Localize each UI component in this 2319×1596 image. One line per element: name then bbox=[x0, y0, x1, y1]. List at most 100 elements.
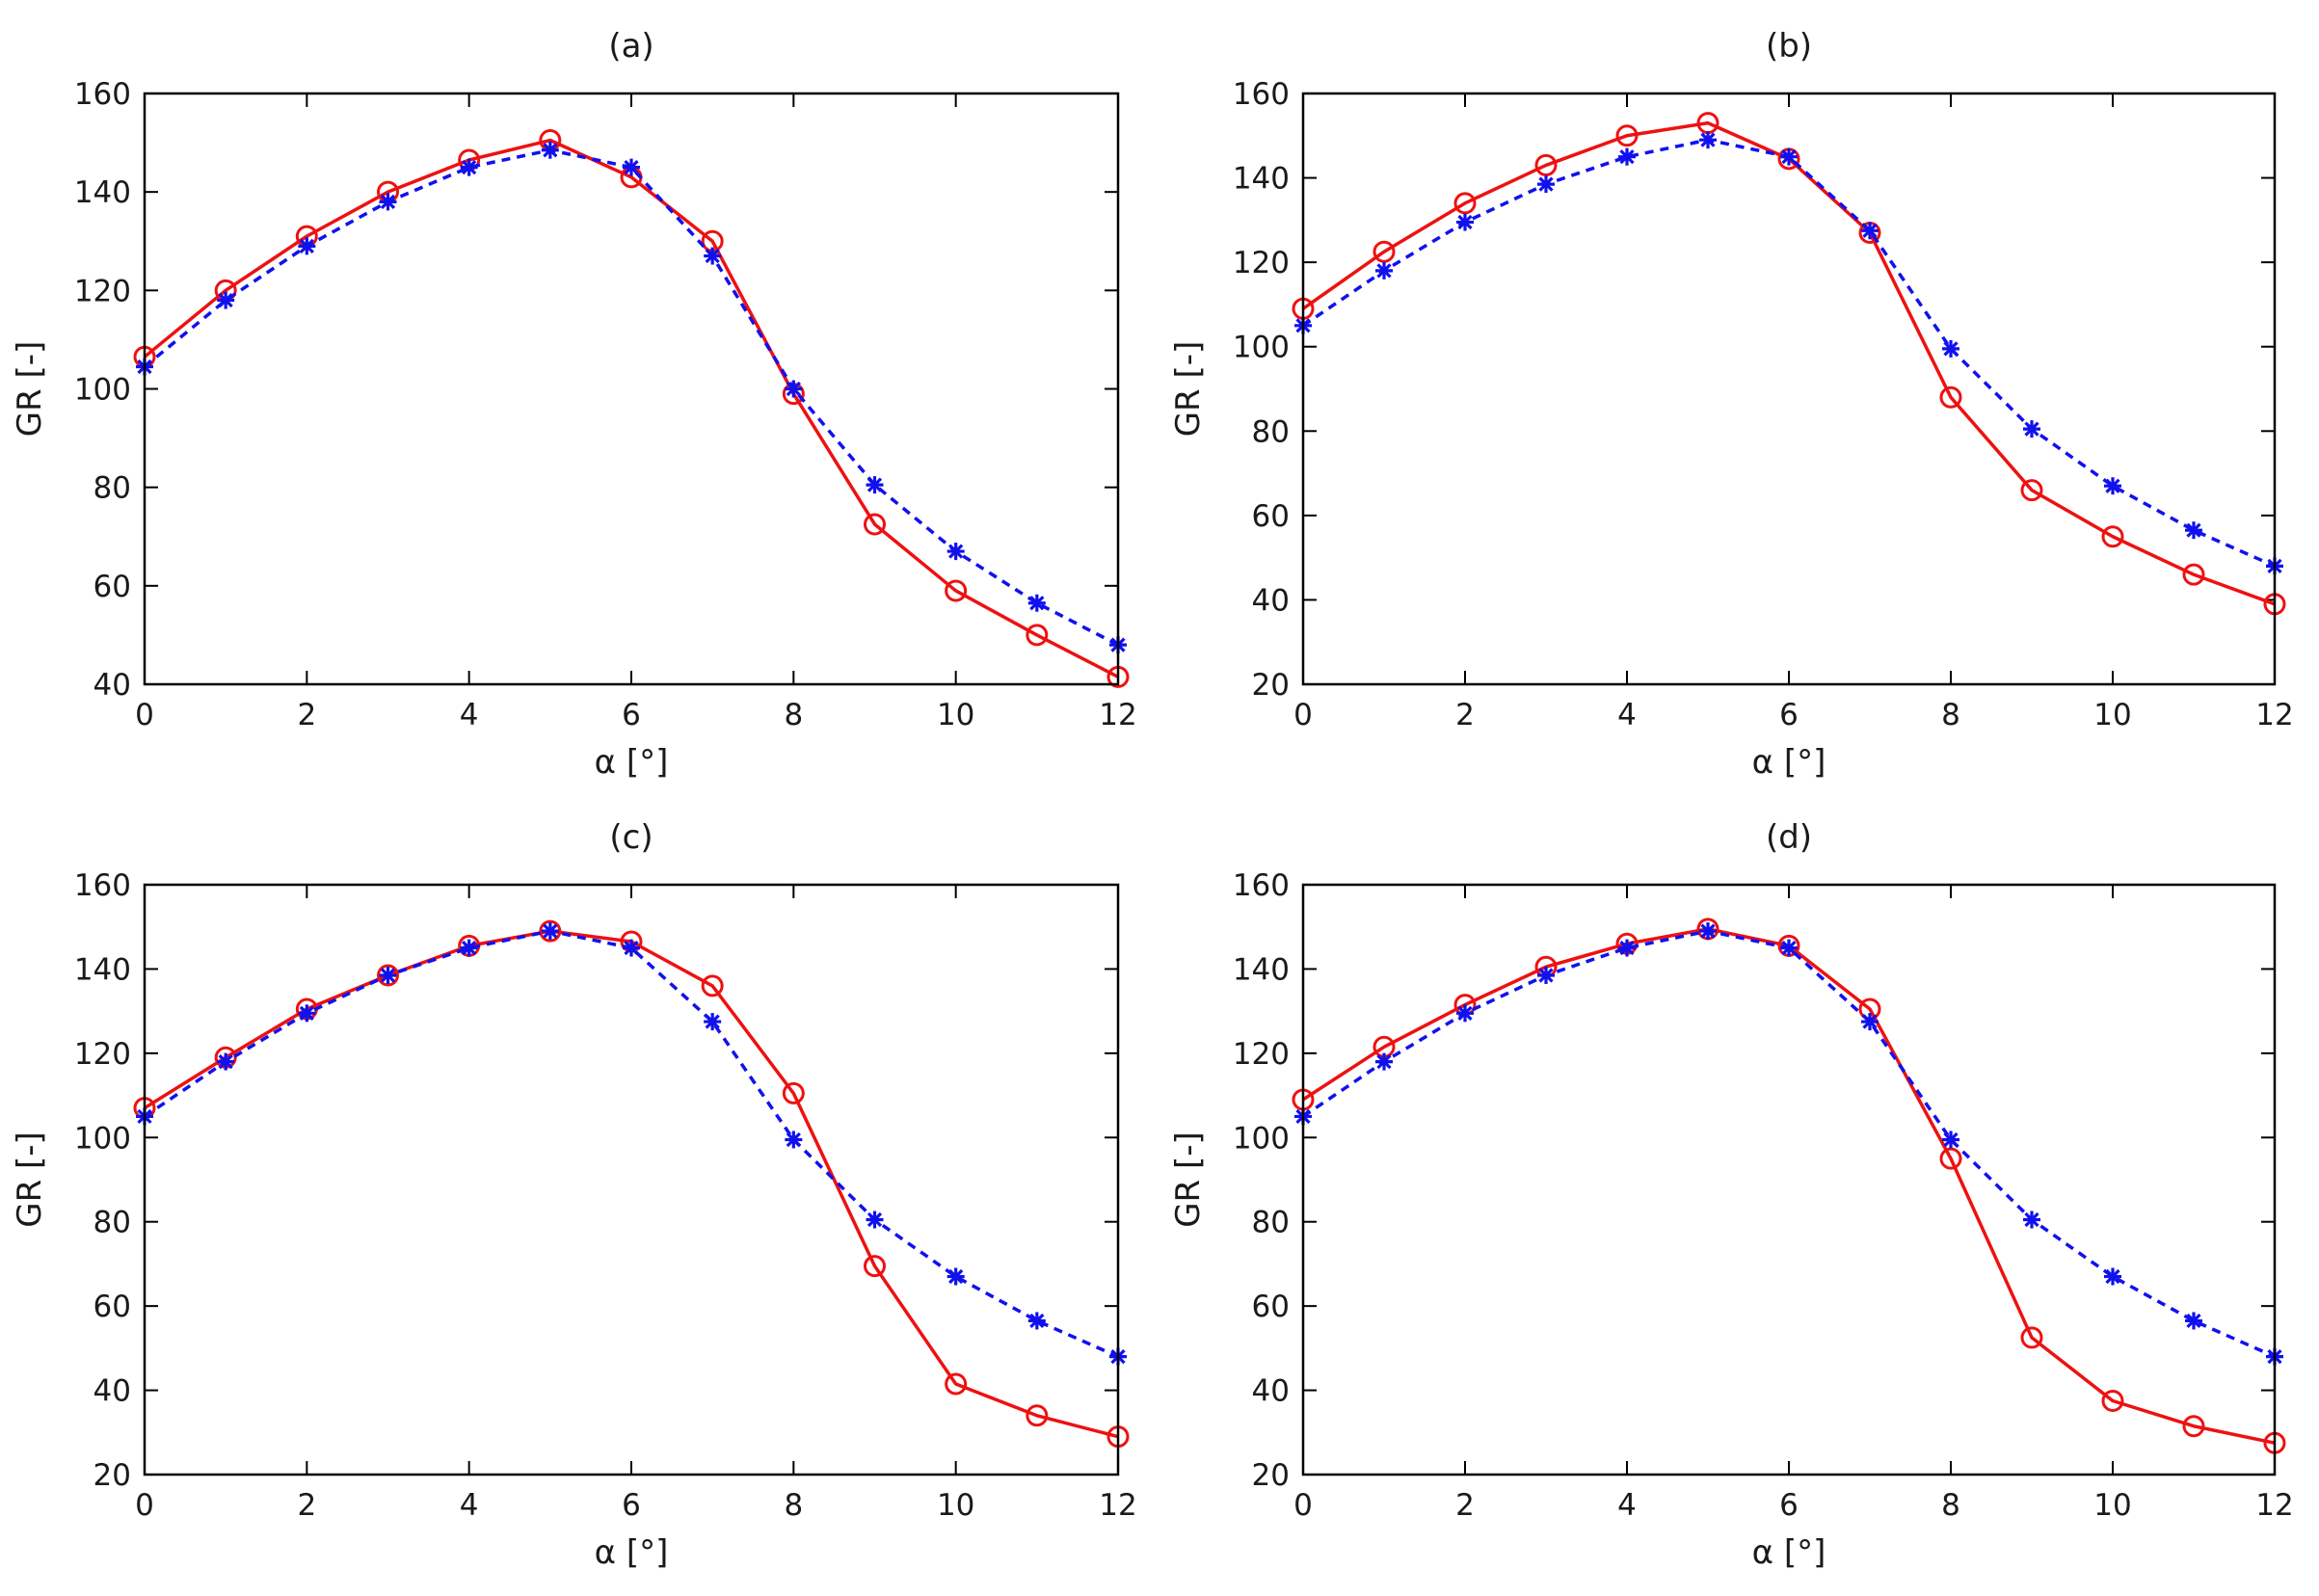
series-2-point bbox=[2104, 477, 2121, 495]
plot-frame bbox=[1301, 92, 2277, 686]
series-2-point bbox=[2023, 1210, 2040, 1229]
x-tick-label: 8 bbox=[784, 1488, 803, 1523]
series-1-point bbox=[2101, 1390, 2124, 1412]
x-tick-label: 4 bbox=[1617, 698, 1637, 732]
y-tick-label: 100 bbox=[1233, 331, 1290, 365]
series-2-point bbox=[2104, 1267, 2121, 1286]
y-tick-label: 160 bbox=[1233, 868, 1290, 903]
y-tick-label: 60 bbox=[93, 570, 131, 604]
y-tick-label: 160 bbox=[1233, 77, 1290, 112]
series-2-point bbox=[1027, 594, 1046, 612]
x-axis-label: α [°] bbox=[1752, 743, 1826, 782]
series-1-point bbox=[539, 919, 562, 943]
series-2-point bbox=[1780, 939, 1798, 957]
x-tick-label: 8 bbox=[1941, 1488, 1960, 1523]
x-tick-label: 10 bbox=[937, 698, 974, 732]
series-1-point bbox=[1534, 153, 1558, 176]
series-2-point bbox=[1699, 922, 1717, 941]
series-2-point bbox=[379, 966, 397, 984]
series-2-point bbox=[298, 237, 316, 255]
series-2-point bbox=[541, 141, 559, 159]
y-tick-label: 100 bbox=[1233, 1121, 1290, 1156]
series-1-point bbox=[2020, 479, 2043, 502]
plot-frame bbox=[1301, 883, 2277, 1476]
series-2-point bbox=[1375, 261, 1393, 279]
x-tick-label: 12 bbox=[2255, 1488, 2293, 1523]
series-1-point bbox=[1615, 124, 1639, 147]
panel-title: (b) bbox=[1766, 27, 1812, 66]
x-tick-label: 4 bbox=[460, 698, 479, 732]
x-tick-label: 0 bbox=[135, 698, 154, 732]
x-tick-label: 6 bbox=[622, 1488, 641, 1523]
x-tick-label: 6 bbox=[622, 698, 641, 732]
x-tick-label: 12 bbox=[1099, 698, 1136, 732]
x-tick-label: 2 bbox=[1455, 1488, 1475, 1523]
x-tick-label: 4 bbox=[1617, 1488, 1637, 1523]
series-1-point bbox=[2182, 1415, 2205, 1438]
series-1-point bbox=[864, 513, 886, 536]
x-axis-label: α [°] bbox=[1752, 1533, 1826, 1572]
x-tick-label: 12 bbox=[2255, 698, 2293, 732]
x-tick-label: 10 bbox=[937, 1488, 974, 1523]
series-1-point bbox=[2182, 563, 2205, 586]
series-1-point bbox=[701, 974, 724, 998]
series-2-point bbox=[1942, 339, 1959, 358]
y-tick-label: 120 bbox=[1233, 246, 1290, 280]
x-tick-label: 12 bbox=[1099, 1488, 1136, 1523]
series-2-point bbox=[460, 158, 478, 176]
series-2-point bbox=[298, 1004, 316, 1023]
x-tick-label: 0 bbox=[1293, 1488, 1313, 1523]
y-tick-label: 80 bbox=[93, 1206, 131, 1240]
series-2-point bbox=[541, 922, 559, 941]
series-2-point bbox=[1699, 131, 1717, 149]
series-2-point bbox=[623, 939, 640, 957]
series-1-point bbox=[782, 1081, 805, 1104]
y-tick-label: 20 bbox=[1252, 668, 1290, 703]
series-2-point bbox=[946, 543, 965, 561]
x-tick-label: 6 bbox=[1779, 1488, 1799, 1523]
y-tick-label: 100 bbox=[74, 373, 131, 408]
series-2-point bbox=[1780, 147, 1798, 166]
y-tick-label: 160 bbox=[74, 868, 131, 903]
y-tick-label: 20 bbox=[1252, 1458, 1290, 1493]
series-2-point bbox=[785, 380, 803, 398]
chart-panel-1: (a) α [°] GR [-] 0 2 4 6 8 10 12 40 60 80 100 120 140 16… bbox=[11, 27, 1137, 782]
series-1-point bbox=[1453, 192, 1477, 215]
series-2-point bbox=[217, 291, 235, 309]
series-2-point bbox=[1618, 147, 1636, 166]
series-1-point bbox=[1939, 386, 1962, 409]
x-tick-label: 2 bbox=[297, 698, 316, 732]
series-2-point bbox=[2185, 521, 2202, 540]
series-2-point bbox=[1861, 1013, 1879, 1031]
series-2-point bbox=[2023, 420, 2040, 439]
x-tick-label: 2 bbox=[1455, 698, 1475, 732]
x-tick-label: 10 bbox=[2093, 698, 2131, 732]
y-tick-label: 140 bbox=[74, 175, 131, 210]
y-tick-label: 40 bbox=[93, 668, 131, 703]
x-tick-label: 4 bbox=[460, 1488, 479, 1523]
series-1-point bbox=[2101, 525, 2124, 548]
y-tick-label: 120 bbox=[74, 1037, 131, 1072]
y-axis-label: GR [-] bbox=[1169, 341, 1208, 438]
y-axis-label: GR [-] bbox=[1169, 1131, 1208, 1228]
series-2-point bbox=[866, 476, 884, 494]
y-tick-label: 20 bbox=[93, 1458, 131, 1493]
y-tick-label: 120 bbox=[74, 274, 131, 308]
series-2-point bbox=[1375, 1052, 1393, 1071]
series-2-point bbox=[1456, 213, 1474, 231]
plot-frame bbox=[143, 92, 1120, 686]
y-tick-label: 80 bbox=[1252, 414, 1290, 449]
series-2-point bbox=[704, 1013, 722, 1031]
y-tick-label: 140 bbox=[1233, 162, 1290, 197]
series-2-point bbox=[2185, 1312, 2202, 1330]
chart-panel-2: (b) α [°] GR [-] 0 2 4 6 8 10 12 20 40 60 80 100 120 140… bbox=[1169, 27, 2294, 782]
series-2-point bbox=[379, 193, 397, 211]
y-tick-label: 40 bbox=[1252, 583, 1290, 618]
series-1-point bbox=[1026, 1404, 1049, 1427]
y-axis-label: GR [-] bbox=[11, 1131, 49, 1228]
series-1-point bbox=[1373, 240, 1396, 263]
y-tick-label: 80 bbox=[93, 471, 131, 506]
y-tick-label: 60 bbox=[1252, 499, 1290, 534]
x-tick-label: 6 bbox=[1779, 698, 1799, 732]
